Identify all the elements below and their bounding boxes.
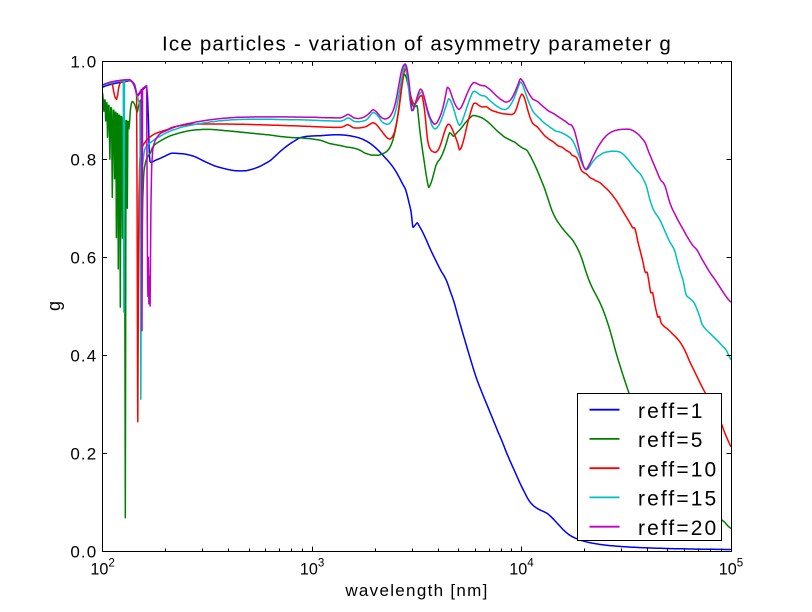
svg-text:reff=10: reff=10 (638, 458, 718, 481)
svg-text:0.4: 0.4 (70, 346, 97, 365)
svg-text:0.0: 0.0 (70, 542, 97, 561)
svg-text:0.6: 0.6 (70, 249, 97, 268)
svg-text:wavelength [nm]: wavelength [nm] (344, 581, 488, 600)
svg-text:reff=5: reff=5 (638, 429, 705, 452)
svg-text:103: 103 (300, 557, 324, 579)
svg-text:reff=20: reff=20 (638, 517, 718, 540)
svg-text:104: 104 (509, 557, 534, 579)
svg-text:reff=15: reff=15 (638, 488, 718, 511)
svg-text:g: g (44, 301, 64, 311)
svg-text:105: 105 (719, 557, 743, 579)
svg-text:0.2: 0.2 (70, 444, 97, 463)
svg-text:Ice particles - variation of a: Ice particles - variation of asymmetry p… (162, 33, 672, 56)
svg-text:0.8: 0.8 (70, 151, 97, 170)
svg-text:1.0: 1.0 (70, 53, 97, 72)
svg-text:reff=1: reff=1 (638, 400, 705, 423)
svg-text:102: 102 (90, 557, 114, 579)
